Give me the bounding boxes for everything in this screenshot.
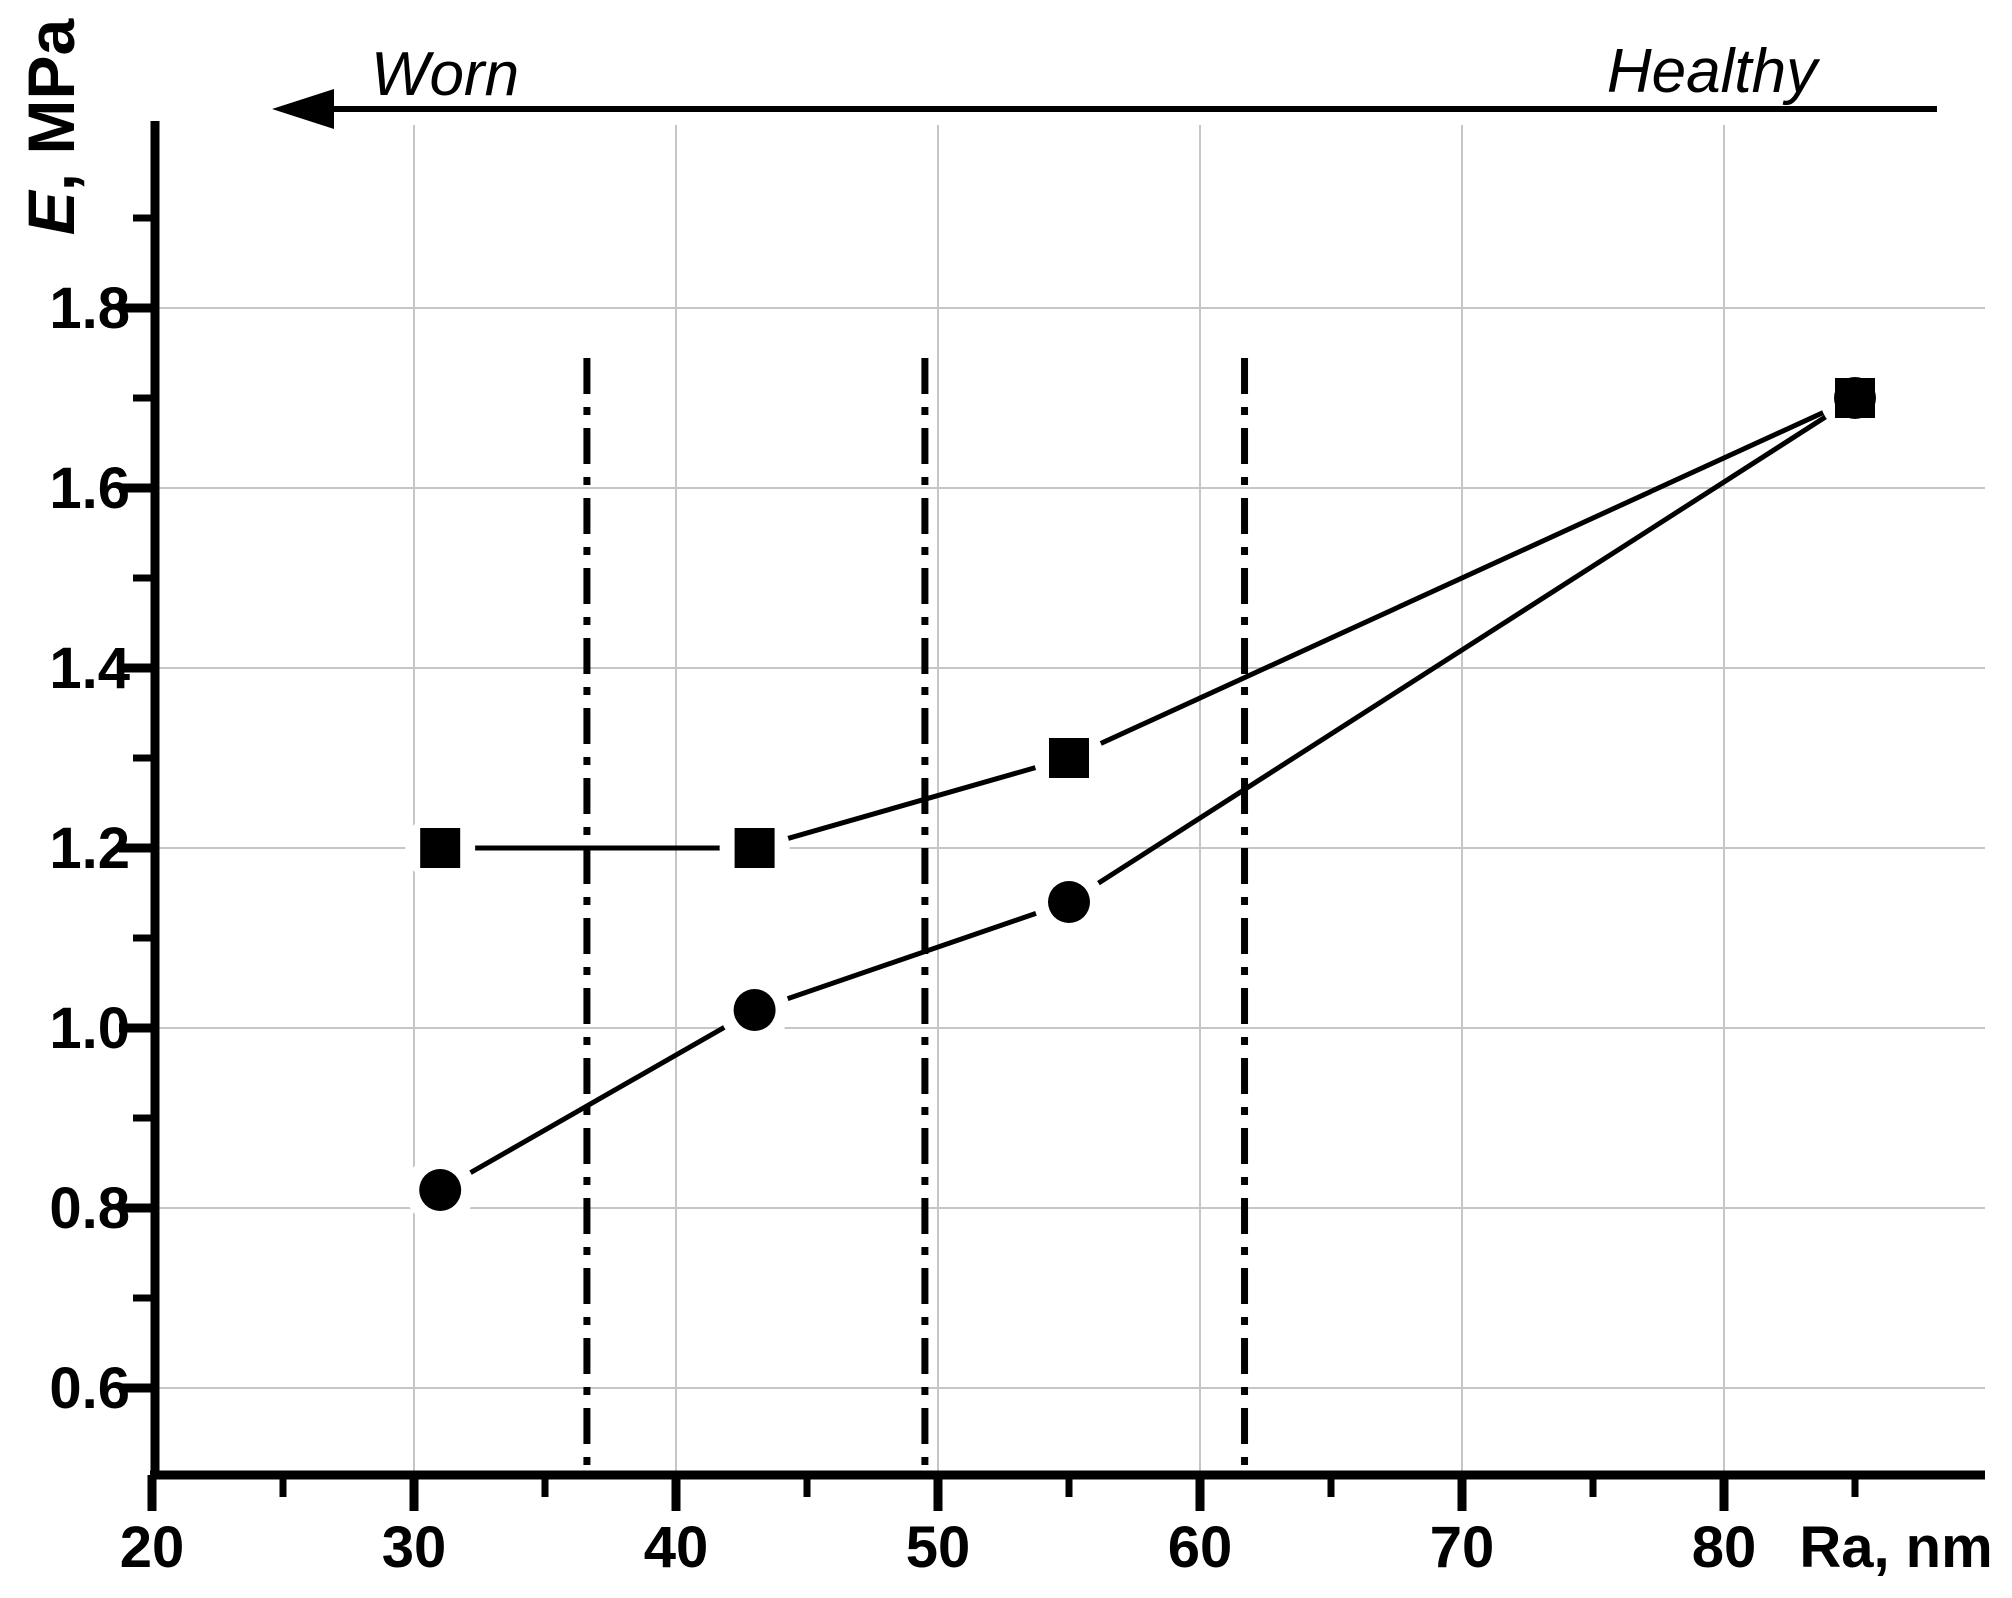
data-point-square <box>1835 378 1875 418</box>
series-line-squares <box>440 395 1857 851</box>
reference-lines <box>583 358 1249 1472</box>
x-tick-label: 40 <box>644 1515 709 1580</box>
arrow-head-left-icon <box>272 89 334 129</box>
y-tick-label: 1.6 <box>49 456 130 521</box>
x-tick-label: 30 <box>382 1515 447 1580</box>
y-axis-title-symbol: E <box>14 189 88 235</box>
y-tick-label: 1.0 <box>49 996 130 1061</box>
x-tick-label: 50 <box>906 1515 971 1580</box>
data-point-square <box>1049 738 1089 778</box>
series-line-circles <box>438 395 1857 1193</box>
tick-labels: 20 30 40 50 60 70 80 0.6 0.8 1.0 1.2 1.4 1.6 1.8 <box>49 276 1756 1580</box>
healthy-zone-label: Healthy <box>1607 37 1821 106</box>
y-tick-label: 1.8 <box>49 276 130 341</box>
x-tick-label: 20 <box>120 1515 185 1580</box>
worn-direction-arrow <box>272 89 1937 129</box>
x-axis-title: Ra, nm <box>1799 1515 1992 1580</box>
x-tick-label: 60 <box>1168 1515 1233 1580</box>
data-point-circle <box>733 989 776 1031</box>
y-tick-label: 0.8 <box>49 1176 130 1241</box>
y-axis-title-units: , MPa <box>14 18 88 192</box>
y-axis-title: E, MPa <box>14 18 88 236</box>
y-tick-label: 0.6 <box>49 1356 130 1421</box>
x-tick-label: 80 <box>1692 1515 1757 1580</box>
data-point-square <box>420 828 461 868</box>
data-point-square <box>734 828 775 868</box>
gridlines <box>155 125 1985 1475</box>
worn-zone-label: Worn <box>371 40 519 109</box>
data-point-circle <box>1048 881 1090 923</box>
y-tick-label: 1.4 <box>49 636 130 701</box>
x-tick-label: 70 <box>1430 1515 1495 1580</box>
labels: Worn Healthy E, MPa Ra, nm <box>14 18 1993 1580</box>
axes <box>119 121 1985 1511</box>
data-series <box>405 363 1890 1225</box>
y-tick-label: 1.2 <box>49 816 130 881</box>
data-point-circle <box>419 1169 462 1211</box>
